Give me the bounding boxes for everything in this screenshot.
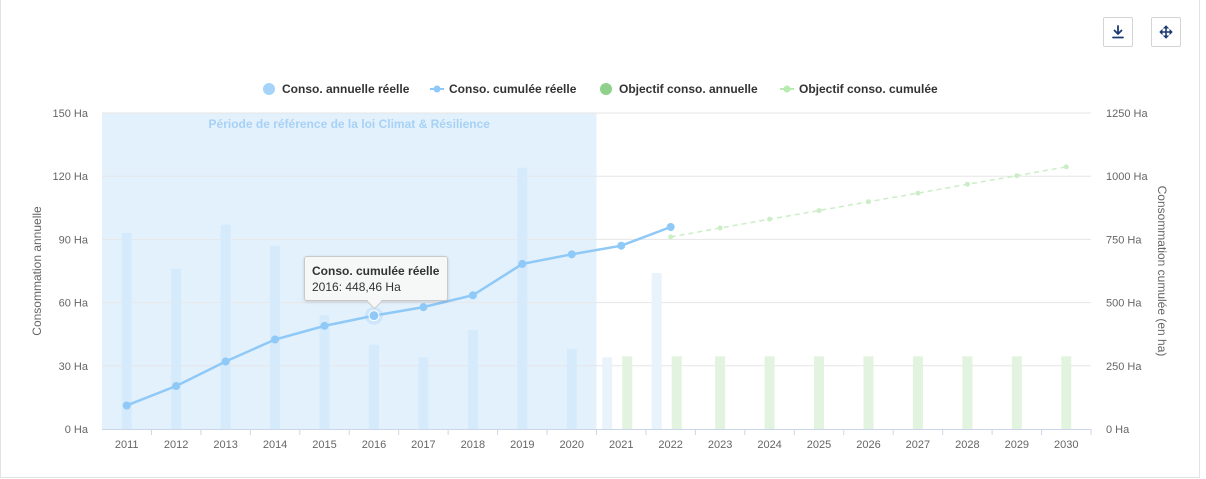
bar-annual-real [517,167,528,430]
bar-annual-real [418,357,429,429]
x-tick-label: 2029 [1005,439,1029,451]
move-arrows-icon [1159,25,1173,39]
y-left-axis-title: Consommation annuelle [30,206,44,336]
bar-annual-objective [671,356,682,429]
bar-annual-real [171,268,182,429]
point-cumulative-real [567,250,576,259]
legend-item-label: Objectif conso. annuelle [619,82,758,96]
point-cumulative-objective [865,199,871,205]
point-cumulative-objective [1014,173,1020,179]
bar-annual-real [220,224,231,429]
bar-annual-real [651,273,662,429]
point-cumulative-objective [915,190,921,196]
point-cumulative-real [419,303,428,312]
x-tick-label: 2017 [411,439,435,451]
y-left-tick-label: 60 Ha [59,298,89,310]
tooltip-title: Conso. cumulée réelle [312,264,440,278]
bar-annual-real [319,315,330,429]
bar-annual-real [467,329,478,429]
tooltip: Conso. cumulée réelle 2016: 448,46 Ha [304,256,449,301]
x-tick-label: 2030 [1054,439,1078,451]
line-cumulative-real [126,225,672,407]
y-right-tick-label: 750 Ha [1106,234,1142,246]
legend-item-label: Conso. cumulée réelle [449,82,577,96]
point-cumulative-real [172,382,181,391]
y-right-tick-label: 500 Ha [1106,298,1142,310]
point-cumulative-real [320,321,329,330]
reference-period-label: Période de référence de la loi Climat & … [209,117,491,131]
point-cumulative-objective [767,216,773,222]
bar-annual-objective [715,356,726,429]
x-tick-label: 2020 [560,439,584,451]
x-tick-label: 2022 [658,439,682,451]
y-left-tick-label: 0 Ha [65,424,89,436]
x-tick-label: 2025 [807,439,831,451]
point-cumulative-objective [717,225,723,231]
legend-symbol [263,83,275,95]
download-button[interactable] [1103,17,1133,47]
point-cumulative-objective [964,181,970,187]
x-tick-label: 2026 [856,439,880,451]
point-cumulative-real [271,335,280,344]
fullscreen-button[interactable] [1151,17,1181,47]
point-hover [368,310,380,322]
y-left-tick-label: 150 Ha [53,108,89,120]
legend-symbol [600,83,612,95]
bar-annual-real [566,348,577,429]
x-tick-label: 2019 [510,439,534,451]
y-right-tick-label: 0 Ha [1106,424,1130,436]
legend-item-label: Objectif conso. cumulée [799,82,938,96]
x-tick-label: 2013 [213,439,237,451]
x-tick-label: 2014 [263,439,287,451]
x-tick-label: 2015 [312,439,336,451]
y-left-tick-label: 90 Ha [59,234,89,246]
y-right-tick-label: 250 Ha [1106,361,1142,373]
bar-annual-objective [1011,356,1022,429]
legend-symbol [433,85,441,93]
bar-annual-objective [764,356,775,429]
y-right-tick-label: 1250 Ha [1106,108,1148,120]
y-right-tick-label: 1000 Ha [1106,171,1148,183]
point-cumulative-real [221,357,230,366]
point-cumulative-real [666,223,675,232]
x-tick-label: 2028 [955,439,979,451]
x-tick-label: 2016 [362,439,386,451]
x-tick-label: 2027 [906,439,930,451]
point-cumulative-real [617,241,626,250]
y-right-axis-title: Consommation cumulée (en ha) [1155,186,1169,357]
tooltip-body: 2016: 448,46 Ha [312,280,401,294]
bar-annual-objective [962,356,973,429]
x-tick-label: 2021 [609,439,633,451]
bar-annual-objective [912,356,923,429]
point-cumulative-objective [816,208,822,214]
bar-annual-real [121,233,132,429]
y-left-tick-label: 30 Ha [59,361,89,373]
point-cumulative-real [518,259,527,268]
bar-annual-objective [863,356,874,429]
legend-symbol [783,85,791,93]
x-tick-label: 2018 [461,439,485,451]
bar-annual-real [368,344,379,429]
download-icon [1112,25,1124,39]
point-cumulative-objective [668,234,674,240]
bar-annual-real [602,357,613,429]
point-cumulative-real [122,401,131,410]
bar-annual-objective [1061,356,1072,429]
point-cumulative-real [468,291,477,300]
x-tick-label: 2011 [115,439,139,451]
legend-item-label: Conso. annuelle réelle [282,82,410,96]
bar-annual-objective [814,356,825,429]
x-tick-label: 2024 [757,439,781,451]
x-tick-label: 2012 [164,439,188,451]
y-left-tick-label: 120 Ha [53,171,89,183]
bar-annual-objective [622,356,633,429]
point-cumulative-objective [1063,164,1069,170]
x-tick-label: 2023 [708,439,732,451]
